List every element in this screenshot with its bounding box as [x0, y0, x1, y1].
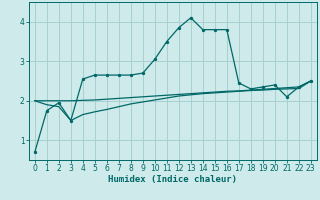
- X-axis label: Humidex (Indice chaleur): Humidex (Indice chaleur): [108, 175, 237, 184]
